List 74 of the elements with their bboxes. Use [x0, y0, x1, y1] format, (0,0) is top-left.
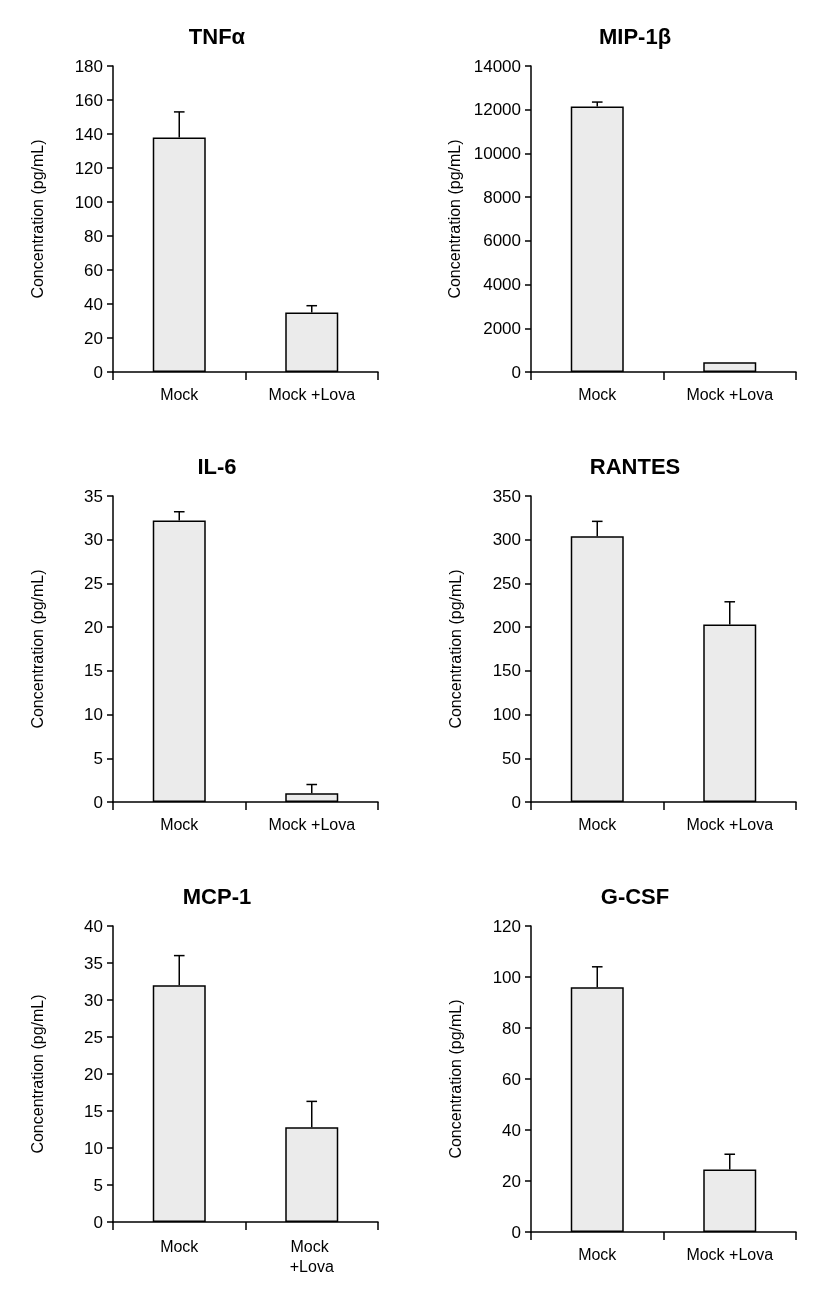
x-tick-label: Mock +Lova [268, 815, 356, 833]
y-tick-label: 5 [93, 1175, 103, 1195]
y-tick-label: 250 [492, 573, 521, 593]
y-tick-label: 6000 [483, 231, 521, 251]
y-tick-label: 25 [84, 1027, 103, 1047]
y-tick-label: 5 [93, 748, 103, 768]
x-tick-label: Mock +Lova [686, 385, 774, 403]
x-tick-label: Mock [578, 1245, 618, 1263]
chart-title: IL-6 [197, 453, 237, 479]
y-tick-label: 2000 [483, 318, 521, 338]
x-tick-label: Mock +Lova [686, 1245, 774, 1263]
chart-title: G-CSF [600, 883, 670, 909]
y-tick-label: 300 [492, 530, 521, 550]
x-tick-label: Mock [578, 815, 618, 833]
y-tick-label: 35 [84, 953, 103, 973]
y-tick-label: 200 [492, 617, 521, 637]
y-tick-label: 20 [502, 1171, 521, 1191]
y-tick-label: 40 [84, 294, 103, 314]
chart-title: TNFα [188, 23, 246, 49]
y-tick-label: 60 [502, 1069, 521, 1089]
y-tick-label: 20 [84, 1064, 103, 1084]
x-tick-label: Mock [160, 385, 200, 403]
y-tick-label: 100 [492, 705, 521, 725]
y-tick-label: 0 [511, 362, 521, 382]
y-tick-label: 14000 [473, 56, 521, 76]
y-tick-label: 50 [502, 748, 521, 768]
x-tick-label: Mock +Lova [686, 815, 774, 833]
y-axis-title: Concentration (pg/mL) [446, 569, 464, 729]
x-tick-label: Mock [578, 385, 618, 403]
y-tick-label: 10 [84, 1138, 103, 1158]
y-tick-label: 60 [84, 260, 103, 280]
y-axis-title: Concentration (pg/mL) [28, 139, 46, 299]
y-axis-title: Concentration (pg/mL) [28, 569, 46, 729]
y-tick-label: 40 [502, 1120, 521, 1140]
y-tick-label: 180 [74, 56, 103, 76]
y-tick-label: 160 [74, 90, 103, 110]
y-tick-label: 80 [502, 1018, 521, 1038]
y-tick-label: 10 [84, 705, 103, 725]
chart-title: MCP-1 [182, 883, 252, 909]
y-tick-label: 8000 [483, 187, 521, 207]
y-axis-title: Concentration (pg/mL) [28, 994, 46, 1154]
y-tick-label: 35 [84, 486, 103, 506]
y-axis-title: Concentration (pg/mL) [446, 139, 464, 299]
y-tick-label: 30 [84, 990, 103, 1010]
x-tick-label: Mock +Lova [289, 1237, 334, 1275]
x-tick-label: Mock [160, 1237, 200, 1255]
y-axis-title: Concentration (pg/mL) [446, 999, 464, 1159]
y-tick-label: 20 [84, 617, 103, 637]
y-tick-label: 12000 [473, 100, 521, 120]
y-tick-label: 30 [84, 530, 103, 550]
y-tick-label: 0 [93, 792, 103, 812]
y-tick-label: 120 [74, 158, 103, 178]
y-tick-label: 0 [93, 362, 103, 382]
y-tick-label: 350 [492, 486, 521, 506]
y-tick-label: 15 [84, 1101, 103, 1121]
y-tick-label: 150 [492, 661, 521, 681]
y-tick-label: 80 [84, 226, 103, 246]
y-tick-label: 120 [492, 916, 521, 936]
y-tick-label: 100 [74, 192, 103, 212]
y-tick-label: 40 [84, 916, 103, 936]
y-tick-label: 25 [84, 573, 103, 593]
chart-title: MIP-1β [598, 23, 672, 49]
y-tick-label: 20 [84, 328, 103, 348]
y-tick-label: 100 [492, 967, 521, 987]
y-tick-label: 10000 [473, 143, 521, 163]
y-tick-label: 4000 [483, 275, 521, 295]
y-tick-label: 0 [511, 1222, 521, 1242]
y-tick-label: 0 [511, 792, 521, 812]
y-tick-label: 140 [74, 124, 103, 144]
y-tick-label: 15 [84, 661, 103, 681]
x-tick-label: Mock [160, 815, 200, 833]
chart-title: RANTES [589, 453, 681, 479]
x-tick-label: Mock +Lova [268, 385, 356, 403]
y-tick-label: 0 [93, 1212, 103, 1232]
